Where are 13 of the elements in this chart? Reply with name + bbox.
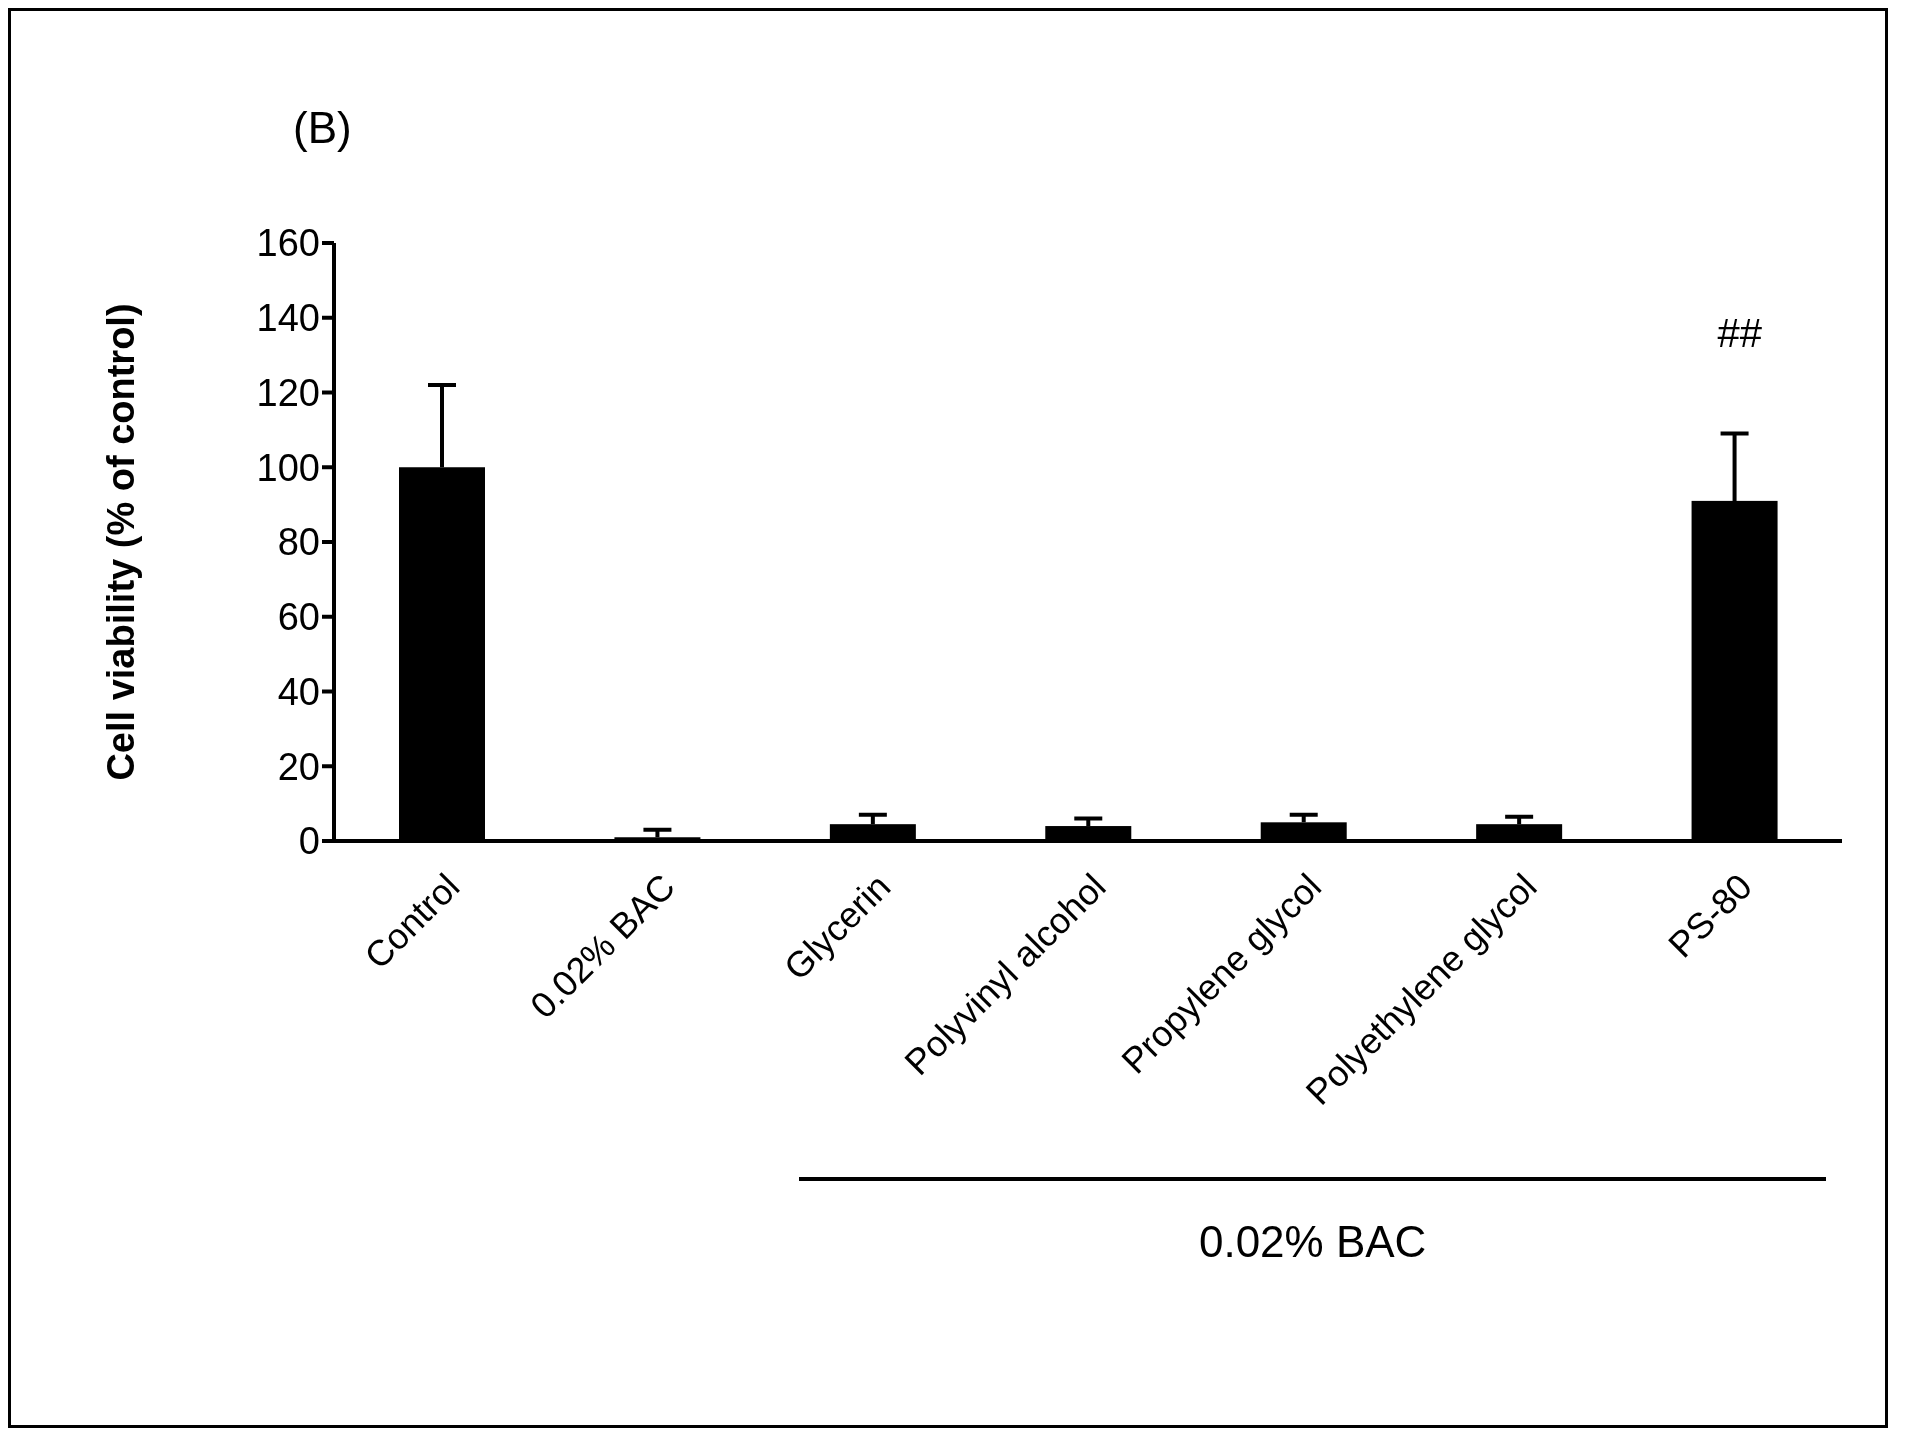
y-tick-label: 160 xyxy=(256,222,320,265)
chart-title: (B) xyxy=(293,103,352,153)
y-tick-label: 80 xyxy=(277,521,320,564)
text: 0.02% BAC xyxy=(1197,1217,1428,1267)
y-tick-label: 120 xyxy=(256,371,320,414)
y-tick-label: 40 xyxy=(277,670,320,713)
y-tick-label: 100 xyxy=(256,446,320,489)
y-tick-label: 140 xyxy=(256,297,320,340)
annotation: ## xyxy=(1716,311,1764,356)
y-tick-label: 20 xyxy=(277,745,320,788)
y-tick-label: 60 xyxy=(277,596,320,639)
y-axis-title: Cell viability (% of control) xyxy=(100,303,143,781)
y-tick-label: 0 xyxy=(298,820,320,863)
